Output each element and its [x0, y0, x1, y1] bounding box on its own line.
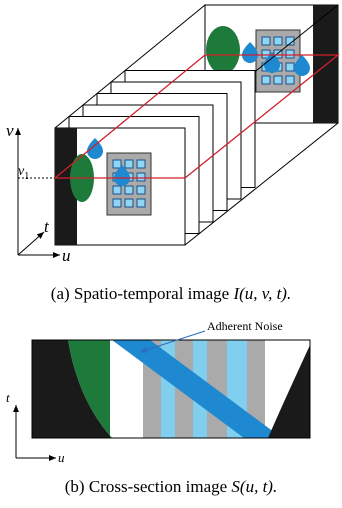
axis-label: t — [6, 390, 10, 405]
axis-label: u — [58, 450, 65, 465]
caption-math: S(u, t). — [231, 477, 277, 496]
shape — [32, 340, 310, 438]
caption-text: (b) Cross-section image — [65, 477, 232, 496]
caption: (a) Spatio-temporal image I(u, v, t). — [51, 284, 291, 303]
spatio-temporal-volume — [18, 5, 338, 255]
axis-label: u — [62, 246, 71, 265]
shape — [107, 153, 151, 215]
shape — [18, 232, 44, 255]
axis-label-sub: 1 — [24, 171, 29, 182]
page: v v1 t u (a) Spatio-temporal image I(u, … — [0, 0, 342, 508]
annotation: Adherent Noise — [207, 319, 283, 333]
axis-label: v — [6, 121, 14, 140]
caption-math: I(u, v, t). — [232, 284, 291, 303]
axis-label: t — [44, 217, 50, 236]
shape — [107, 153, 151, 215]
shape — [206, 26, 240, 74]
cross-section — [16, 331, 310, 458]
caption: (b) Cross-section image S(u, t). — [65, 477, 277, 496]
figure: v v1 t u (a) Spatio-temporal image I(u, … — [0, 0, 342, 508]
axis-label: v1 — [18, 164, 29, 182]
caption-text: (a) Spatio-temporal image — [51, 284, 234, 303]
